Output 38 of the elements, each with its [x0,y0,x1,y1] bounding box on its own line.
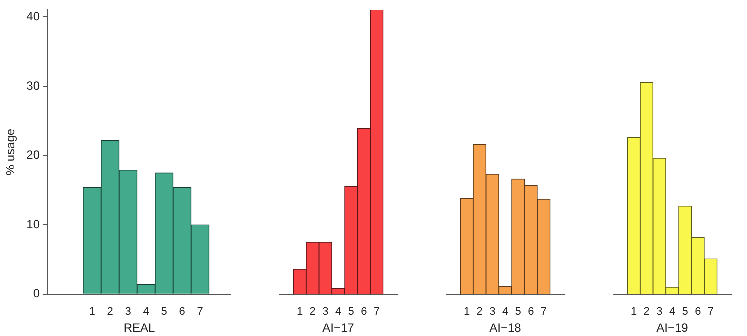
x-tick-label: 7 [708,306,714,318]
y-tick-label: 40 [26,9,40,24]
x-tick-label: 7 [540,306,548,318]
x-tick-label: 7 [374,306,380,318]
x-tick-label: 4 [143,306,150,318]
x-tick-label: 1 [296,306,304,318]
x-tick-label: 6 [695,306,702,318]
x-tick-label: 4 [669,306,676,318]
x-tick-label: 3 [490,306,496,318]
x-axis-title: AI−19 [656,321,689,336]
x-tick-label: 6 [179,306,186,318]
x-tick-label: 3 [656,306,663,318]
x-tick-label: 4 [502,306,509,318]
x-axis-title: AI−17 [322,321,355,336]
x-tick-label: 1 [464,306,470,318]
x-tick-label: 2 [107,306,114,318]
x-tick-label: 1 [630,306,638,318]
x-tick-label: 5 [161,306,168,318]
x-tick-label: 2 [644,306,650,318]
x-tick-label: 3 [125,306,132,318]
x-tick-label: 7 [197,306,204,318]
x-tick-label: 1 [89,306,96,318]
y-axis-title: % usage [4,128,18,176]
x-tick-label: 2 [476,306,483,318]
x-tick-label: 6 [361,306,368,318]
y-tick-label: 10 [26,217,40,232]
x-tick-label: 3 [322,306,329,318]
x-tick-label: 5 [348,306,354,318]
x-tick-label: 2 [310,306,316,318]
x-tick-label: 5 [682,306,688,318]
x-tick-label: 6 [528,306,534,318]
y-tick-label: 20 [26,148,40,162]
y-tick-label: 30 [26,78,40,93]
x-tick-label: 5 [515,306,522,318]
y-tick-label: 0 [33,286,40,301]
x-axis-title: AI−18 [490,321,522,336]
x-axis-title: REAL [124,321,156,336]
x-tick-label: 4 [335,306,342,318]
